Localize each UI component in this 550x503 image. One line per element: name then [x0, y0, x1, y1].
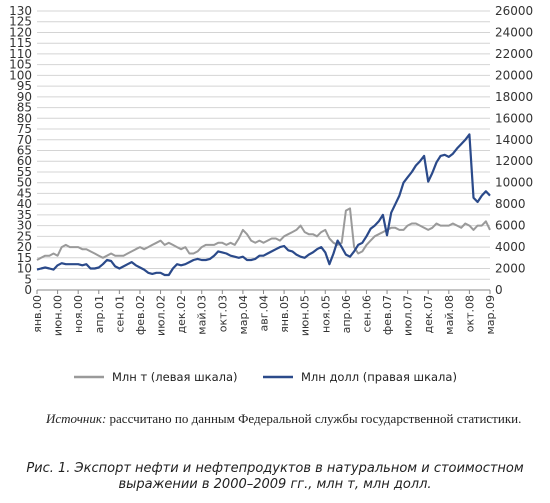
left-tick-label: 5	[24, 272, 32, 286]
right-tick-label: 6000	[495, 219, 526, 233]
left-tick-label: 120	[9, 25, 32, 39]
x-tick-label: май.03	[196, 295, 209, 335]
left-tick-label: 15	[17, 251, 32, 265]
left-tick-label: 100	[9, 68, 32, 82]
figure-caption: Рис. 1. Экспорт нефти и нефтепродуктов в…	[0, 461, 550, 493]
source-label: Источник:	[46, 411, 107, 426]
left-tick-label: 95	[17, 79, 32, 93]
series-line-dollars	[36, 133, 491, 277]
left-tick-label: 130	[9, 4, 32, 18]
right-tick-label: 0	[495, 283, 503, 297]
left-tick-label: 115	[9, 36, 32, 50]
legend-label-tonnes: Млн т (левая шкала)	[112, 370, 238, 384]
x-tick-label: ноя.05	[319, 295, 332, 333]
left-tick-label: 70	[17, 133, 32, 147]
source-note: Источник: рассчитано по данным Федеральн…	[46, 410, 526, 427]
left-tick-label: 60	[17, 154, 32, 168]
x-tick-label: мар.09	[484, 295, 497, 335]
right-tick-label: 14000	[495, 133, 533, 147]
left-tick-label: 25	[17, 229, 32, 243]
right-tick-label: 2000	[495, 262, 526, 276]
x-tick-label: июн.00	[52, 295, 65, 336]
right-axis-ticks: 0 2000 4000 6000 8000 10000 12000 14000 16000 180…	[495, 4, 533, 297]
x-tick-label: дек.07	[422, 295, 435, 334]
x-tick-label: окт.08	[463, 295, 476, 332]
x-tick-label: янв.05	[278, 295, 291, 333]
x-tick-label: янв.00	[31, 295, 44, 333]
left-tick-label: 55	[17, 165, 32, 179]
dual-axis-line-chart: 0510152025303540455055606570758085909510…	[9, 4, 533, 384]
source-text: рассчитано по данным Федеральной службы …	[106, 411, 522, 426]
right-tick-label: 12000	[495, 154, 533, 168]
x-tick-label: фев.07	[381, 295, 394, 335]
series-lines	[36, 133, 491, 277]
left-tick-label: 30	[17, 219, 32, 233]
legend: Млн т (левая шкала) Млн долл (правая шка…	[74, 370, 457, 384]
left-tick-label: 105	[9, 58, 32, 72]
x-tick-label: ноя.00	[72, 295, 85, 333]
legend-label-dollars: Млн долл (правая шкала)	[301, 370, 457, 384]
left-tick-label: 50	[17, 176, 32, 190]
series-line-tonnes	[36, 207, 491, 261]
x-tick-label: сен.06	[360, 295, 373, 333]
x-tick-label: авг.04	[258, 295, 271, 332]
left-tick-label: 85	[17, 101, 32, 115]
x-tick-label: сен.01	[113, 295, 126, 333]
right-tick-label: 4000	[495, 240, 526, 254]
right-tick-label: 10000	[495, 176, 533, 190]
left-tick-label: 90	[17, 90, 32, 104]
left-tick-label: 75	[17, 122, 32, 136]
right-tick-label: 20000	[495, 68, 533, 82]
left-tick-label: 0	[24, 283, 32, 297]
left-tick-label: 80	[17, 111, 32, 125]
left-tick-label: 110	[9, 47, 32, 61]
x-axis-ticks: янв.00 июн.00 ноя.00 апр.01 сен.01 фев.02 июл.…	[31, 289, 497, 336]
x-tick-label: апр.01	[93, 295, 106, 333]
right-tick-label: 26000	[495, 4, 533, 18]
left-tick-label: 35	[17, 208, 32, 222]
left-tick-label: 45	[17, 186, 32, 200]
left-tick-label: 65	[17, 144, 32, 158]
caption-line-1: Рис. 1. Экспорт нефти и нефтепродуктов в…	[26, 461, 524, 476]
right-tick-label: 22000	[495, 47, 533, 61]
left-axis-ticks: 0510152025303540455055606570758085909510…	[9, 4, 32, 297]
x-tick-label: мар.04	[237, 295, 250, 335]
right-tick-label: 16000	[495, 111, 533, 125]
x-tick-label: май.08	[443, 295, 456, 335]
left-tick-label: 40	[17, 197, 32, 211]
grid-lines	[37, 10, 490, 291]
x-tick-label: июн.05	[299, 295, 312, 336]
left-tick-label: 20	[17, 240, 32, 254]
x-tick-label: окт.03	[216, 295, 229, 332]
right-tick-label: 8000	[495, 197, 526, 211]
right-tick-label: 18000	[495, 90, 533, 104]
left-tick-label: 125	[9, 15, 32, 29]
caption-line-2: выражении в 2000–2009 гг., млн т, млн до…	[118, 477, 432, 492]
x-tick-label: апр.06	[340, 295, 353, 333]
right-tick-label: 24000	[495, 25, 533, 39]
left-tick-label: 10	[17, 262, 32, 276]
x-tick-label: фев.02	[134, 295, 147, 335]
x-tick-label: июл.07	[402, 295, 415, 336]
x-tick-label: дек.02	[175, 295, 188, 334]
x-tick-label: июл.02	[155, 295, 168, 336]
